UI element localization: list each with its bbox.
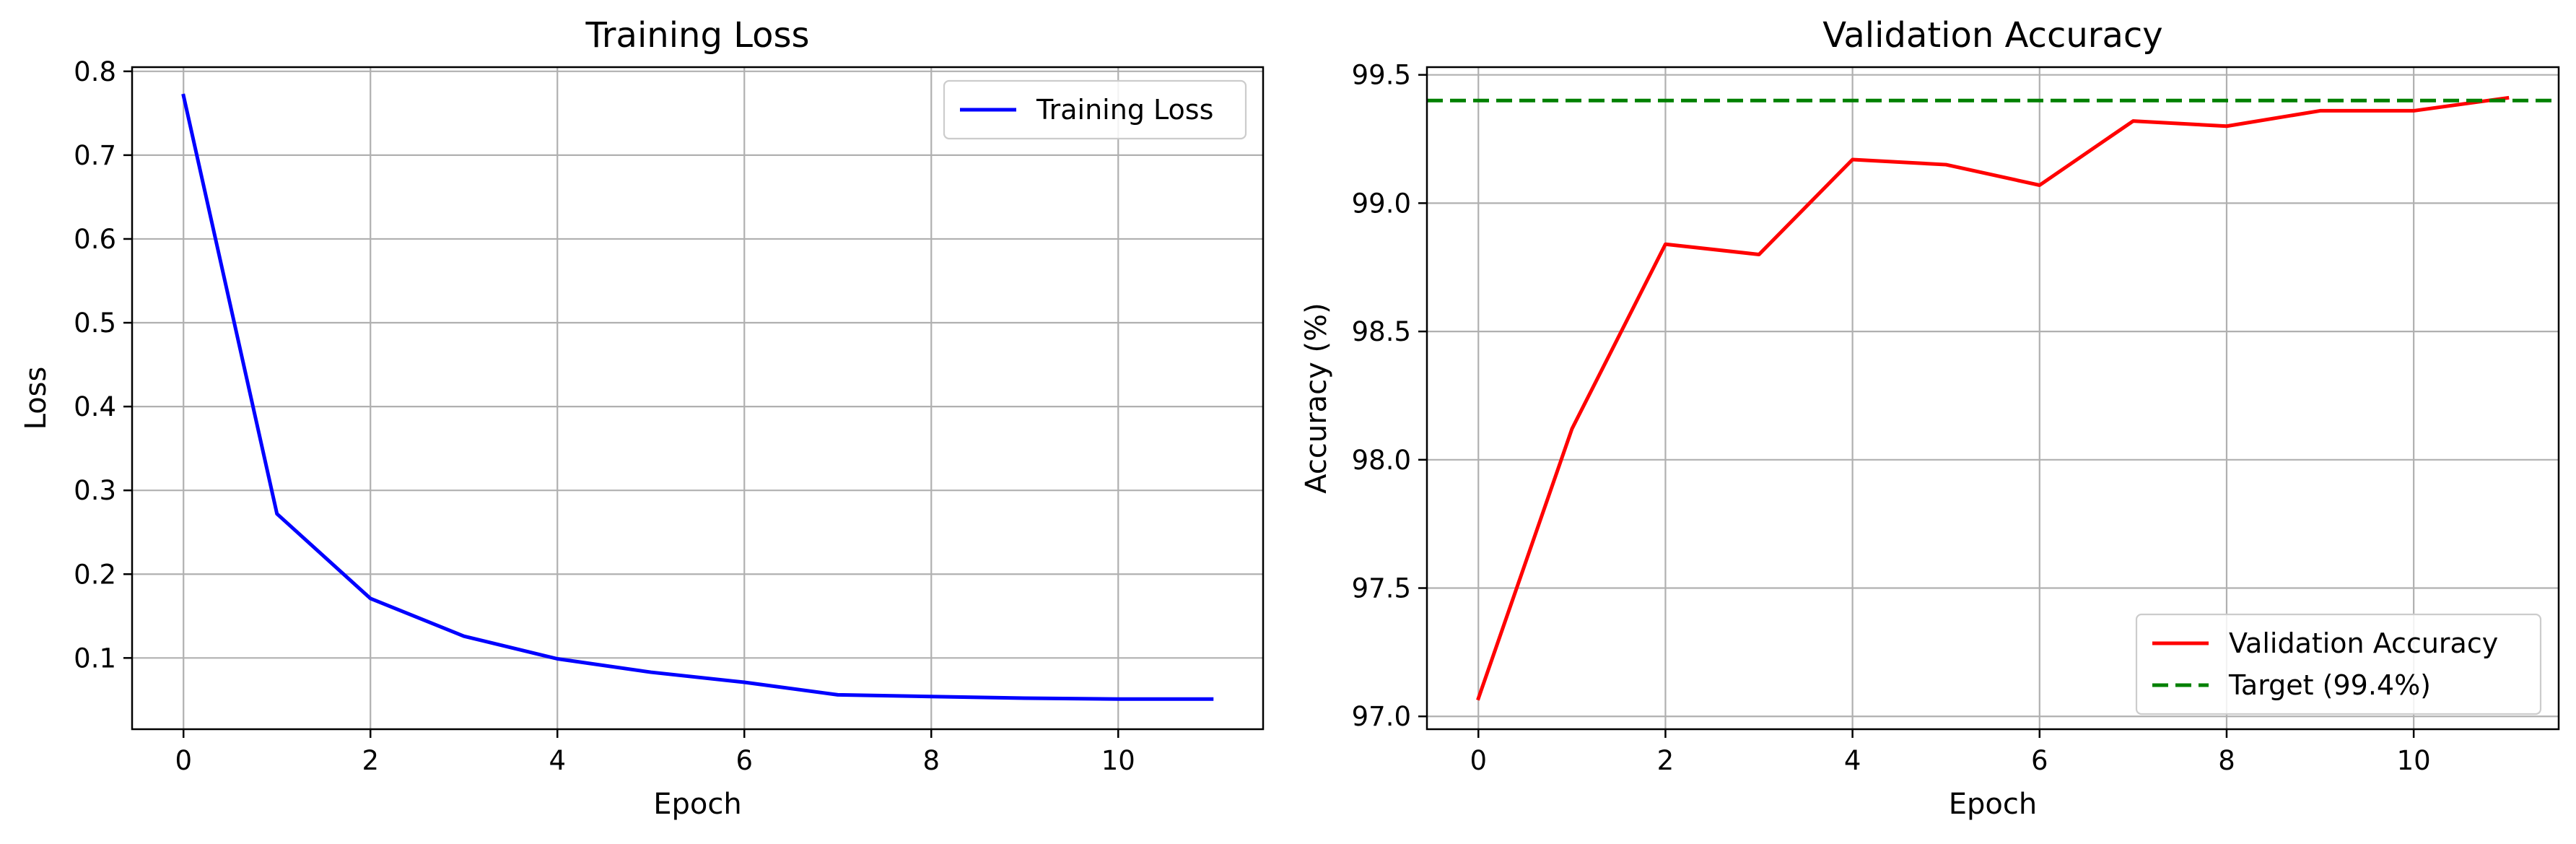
- y-tick-label: 0.8: [74, 56, 116, 87]
- chart-title: Training Loss: [585, 15, 810, 56]
- legend-label: Validation Accuracy: [2229, 627, 2498, 659]
- x-tick-label: 10: [1101, 745, 1135, 776]
- y-tick-label: 97.5: [1352, 573, 1411, 604]
- x-tick-label: 6: [735, 745, 753, 776]
- series-1-line: [1476, 95, 2510, 701]
- x-tick-label: 0: [175, 745, 192, 776]
- legend-label: Target (99.4%): [2228, 669, 2431, 701]
- chart-title: Validation Accuracy: [1822, 15, 2162, 56]
- legend-label: Training Loss: [1036, 94, 1213, 126]
- x-tick-label: 4: [1844, 745, 1861, 776]
- y-tick-label: 99.5: [1352, 60, 1411, 91]
- series-1-line: [181, 93, 1214, 701]
- y-tick-label: 98.0: [1352, 445, 1411, 476]
- y-tick-label: 0.7: [74, 140, 116, 171]
- y-tick-label: 0.4: [74, 391, 116, 422]
- y-axis-label: Loss: [19, 367, 53, 430]
- x-tick-label: 8: [922, 745, 940, 776]
- x-axis-label: Epoch: [653, 788, 741, 821]
- y-tick-label: 0.5: [74, 308, 116, 339]
- y-tick-label: 0.3: [74, 475, 116, 506]
- chart-1: 0 2 4 6 8 10 0.1 0.2 0.3 0.4 0.5 0.6 0.7 0.8 Training …: [19, 15, 1265, 821]
- x-axis-label: Epoch: [1949, 788, 2037, 821]
- x-tick-label: 4: [549, 745, 566, 776]
- plot-frame: [131, 66, 1265, 731]
- legend-box: [943, 79, 1247, 140]
- x-tick-label: 8: [2218, 745, 2235, 776]
- x-tick-label: 0: [1470, 745, 1487, 776]
- x-tick-label: 2: [362, 745, 379, 776]
- legend: Validation Accuracy Target (99.4%): [2135, 613, 2542, 715]
- y-tick-label: 0.1: [74, 643, 116, 674]
- x-tick-label: 10: [2397, 745, 2431, 776]
- y-tick-label: 98.5: [1352, 316, 1411, 347]
- legend-box: [2135, 613, 2542, 715]
- y-tick-label: 99.0: [1352, 188, 1411, 219]
- y-tick-label: 97.0: [1352, 701, 1411, 732]
- plot-frame: [1425, 66, 2560, 731]
- y-axis-label: Accuracy (%): [1300, 303, 1333, 494]
- y-tick-label: 0.6: [74, 224, 116, 255]
- plot-area: [132, 67, 1263, 729]
- y-tick-label: 0.2: [74, 559, 116, 590]
- legend: Training Loss: [943, 79, 1247, 140]
- x-tick-label: 2: [1657, 745, 1675, 776]
- x-tick-label: 6: [2031, 745, 2048, 776]
- chart-2: 0 2 4 6 8 10 97.0 97.5 98.0 98.5 99.0 99.5 Validatio…: [1300, 15, 2560, 821]
